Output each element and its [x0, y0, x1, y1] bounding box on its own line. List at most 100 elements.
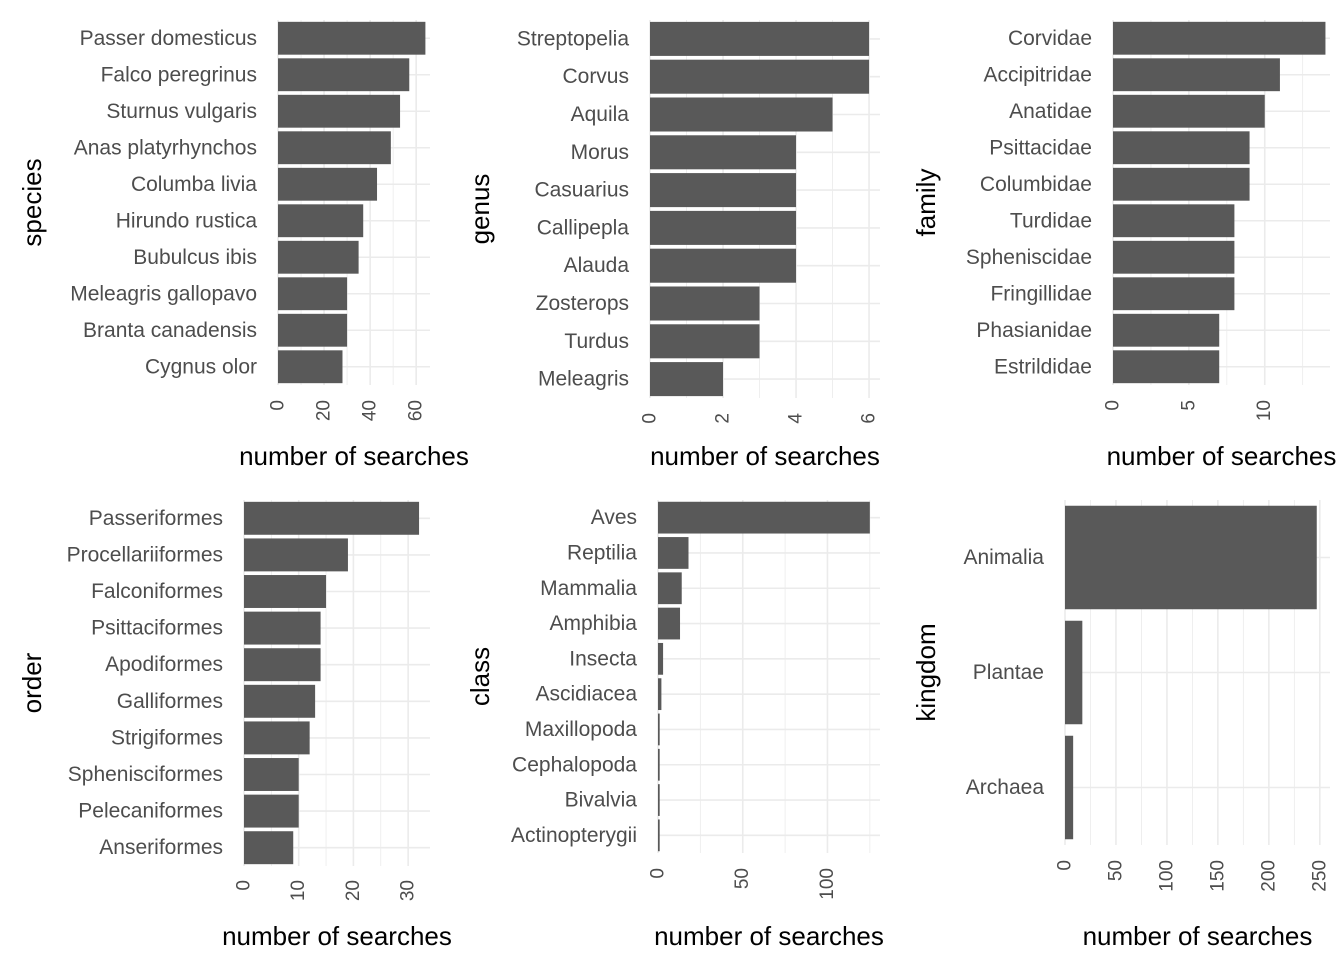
x-tick-label: 0 [234, 880, 255, 891]
category-label: Estrildidae [994, 355, 1092, 378]
category-label: Meleagris gallopavo [70, 282, 257, 305]
bar [1113, 277, 1235, 311]
x-tick-label: 0 [268, 400, 289, 411]
bar [1113, 58, 1280, 92]
category-label: Columbidae [980, 173, 1092, 196]
category-label: Branta canadensis [83, 319, 257, 342]
bar [244, 794, 299, 828]
category-label: Amphibia [549, 612, 637, 635]
category-label: Corvus [562, 65, 629, 88]
bar [1113, 313, 1220, 347]
x-tick-label: 250 [1309, 860, 1330, 892]
category-label: Streptopelia [517, 27, 629, 50]
bar [1065, 620, 1083, 725]
x-tick-label: 60 [406, 400, 427, 421]
x-axis-title: number of searches [1107, 441, 1337, 471]
y-axis-title: order [17, 652, 47, 713]
category-label: Apodiformes [105, 653, 223, 676]
category-label: Cygnus olor [145, 355, 257, 378]
x-tick-label: 6 [859, 413, 880, 424]
bar [244, 648, 321, 682]
bar [658, 819, 660, 852]
category-label: Bubulcus ibis [133, 246, 257, 269]
x-tick-label: 100 [817, 868, 838, 900]
bar [244, 575, 327, 608]
bar [244, 501, 420, 535]
bar [278, 94, 401, 128]
y-axis-title: class [465, 647, 495, 706]
category-label: Corvidae [1008, 27, 1092, 50]
bar [658, 572, 682, 605]
bar [1113, 240, 1235, 274]
category-label: Psittacidae [989, 136, 1092, 159]
x-tick-label: 4 [786, 413, 807, 424]
bar [658, 537, 689, 569]
bar [1113, 350, 1220, 384]
bar [650, 97, 833, 132]
bar [650, 324, 760, 359]
bar [1065, 735, 1074, 840]
bar [1065, 505, 1317, 610]
bar [278, 58, 410, 92]
bar [244, 684, 316, 718]
x-tick-label: 20 [314, 400, 335, 421]
x-tick-label: 40 [360, 400, 381, 421]
category-label: Archaea [966, 776, 1045, 799]
bar [1113, 131, 1250, 165]
category-label: Galliformes [117, 690, 223, 713]
x-tick-label: 0 [648, 868, 669, 879]
category-label: Hirundo rustica [116, 209, 258, 232]
bar [1113, 94, 1265, 128]
x-tick-label: 0 [1055, 860, 1076, 871]
category-label: Phasianidae [976, 319, 1092, 342]
category-label: Passeriformes [89, 507, 223, 530]
bar [244, 538, 348, 572]
bar [278, 167, 378, 201]
category-label: Callipepla [537, 216, 630, 239]
category-label: Procellariiformes [67, 543, 223, 566]
bar [650, 210, 797, 245]
bar [244, 721, 310, 755]
bar [658, 607, 681, 640]
category-label: Casuarius [534, 179, 629, 202]
category-label: Cephalopoda [512, 753, 637, 776]
x-tick-label: 100 [1156, 860, 1177, 892]
bar [650, 21, 870, 56]
bar [650, 135, 797, 170]
category-label: Reptilia [567, 541, 637, 564]
bar [1113, 167, 1250, 201]
category-label: Turdidae [1010, 209, 1092, 232]
category-label: Falco peregrinus [101, 63, 257, 86]
x-tick-label: 30 [398, 880, 419, 901]
bar [650, 286, 760, 321]
category-label: Passer domesticus [80, 27, 257, 50]
bar [658, 642, 664, 675]
category-label: Plantae [973, 661, 1044, 684]
bar [278, 350, 343, 384]
bar [658, 678, 662, 711]
bar [278, 21, 426, 55]
bar [244, 611, 321, 645]
x-tick-label: 10 [1254, 400, 1275, 421]
x-tick-label: 20 [343, 880, 364, 901]
category-label: Pelecaniformes [78, 800, 223, 823]
category-label: Insecta [569, 647, 637, 670]
y-axis-title: species [17, 158, 47, 246]
bar [278, 277, 348, 311]
bar [658, 784, 660, 816]
category-label: Animalia [963, 546, 1044, 569]
category-label: Alauda [564, 254, 630, 277]
category-label: Fringillidae [990, 282, 1092, 305]
x-tick-label: 5 [1178, 400, 1199, 411]
bar [278, 313, 348, 347]
category-label: Anatidae [1009, 100, 1092, 123]
category-label: Falconiformes [91, 580, 223, 603]
bar [278, 240, 359, 274]
bar [658, 713, 660, 746]
category-label: Strigiformes [111, 726, 223, 749]
category-label: Psittaciformes [91, 617, 223, 640]
bar [650, 173, 797, 208]
category-label: Bivalvia [565, 789, 638, 812]
y-axis-title: genus [465, 174, 495, 245]
